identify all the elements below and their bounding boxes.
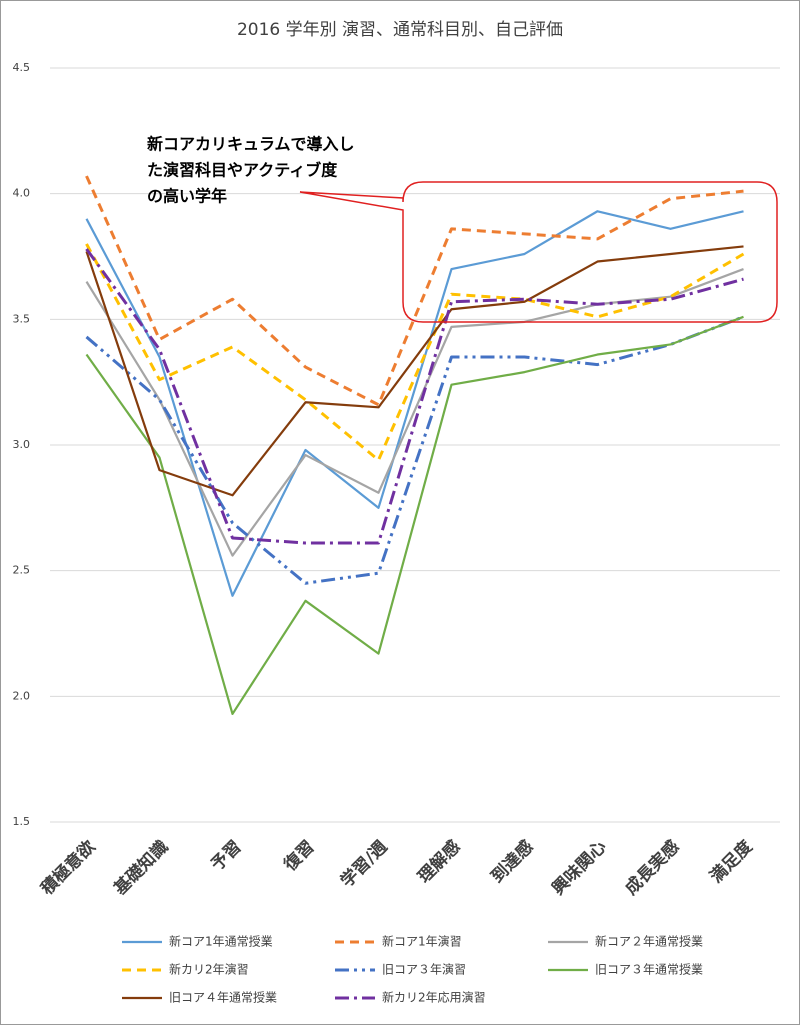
- series-line: [85, 243, 745, 462]
- y-tick-label: 1.5: [13, 815, 31, 828]
- legend-label: 新コア２年通常授業: [595, 934, 703, 949]
- annotation-line: た演習科目やアクティブ度: [147, 161, 338, 180]
- legend-label: 新コア1年通常授業: [169, 934, 273, 949]
- series-line: [85, 245, 744, 497]
- y-tick-label: 2.5: [13, 564, 31, 577]
- annotation-line: の高い学年: [147, 187, 227, 206]
- legend-label: 新カリ2年応用演習: [382, 990, 486, 1005]
- y-tick-label: 3.0: [13, 438, 31, 451]
- legend-label: 新カリ2年演習: [169, 962, 249, 977]
- legend-label: 旧コア３年通常授業: [595, 962, 703, 977]
- y-tick-label: 2.0: [13, 689, 31, 702]
- series-line: [85, 315, 745, 585]
- legend-label: 新コア1年演習: [382, 934, 462, 949]
- series-line: [85, 315, 744, 716]
- y-tick-label: 4.0: [13, 187, 31, 200]
- legend-label: 旧コア４年通常授業: [169, 990, 277, 1005]
- y-tick-label: 3.5: [13, 312, 31, 325]
- series-line: [85, 268, 744, 557]
- y-tick-label: 4.5: [13, 61, 31, 74]
- series-line: [85, 248, 744, 545]
- legend-label: 旧コア３年演習: [382, 962, 466, 977]
- chart-title: 2016 学年別 演習、通常科目別、自己評価: [237, 20, 563, 40]
- annotation-line: 新コアカリキュラムで導入し: [147, 135, 355, 154]
- callout-shape: [299, 181, 778, 323]
